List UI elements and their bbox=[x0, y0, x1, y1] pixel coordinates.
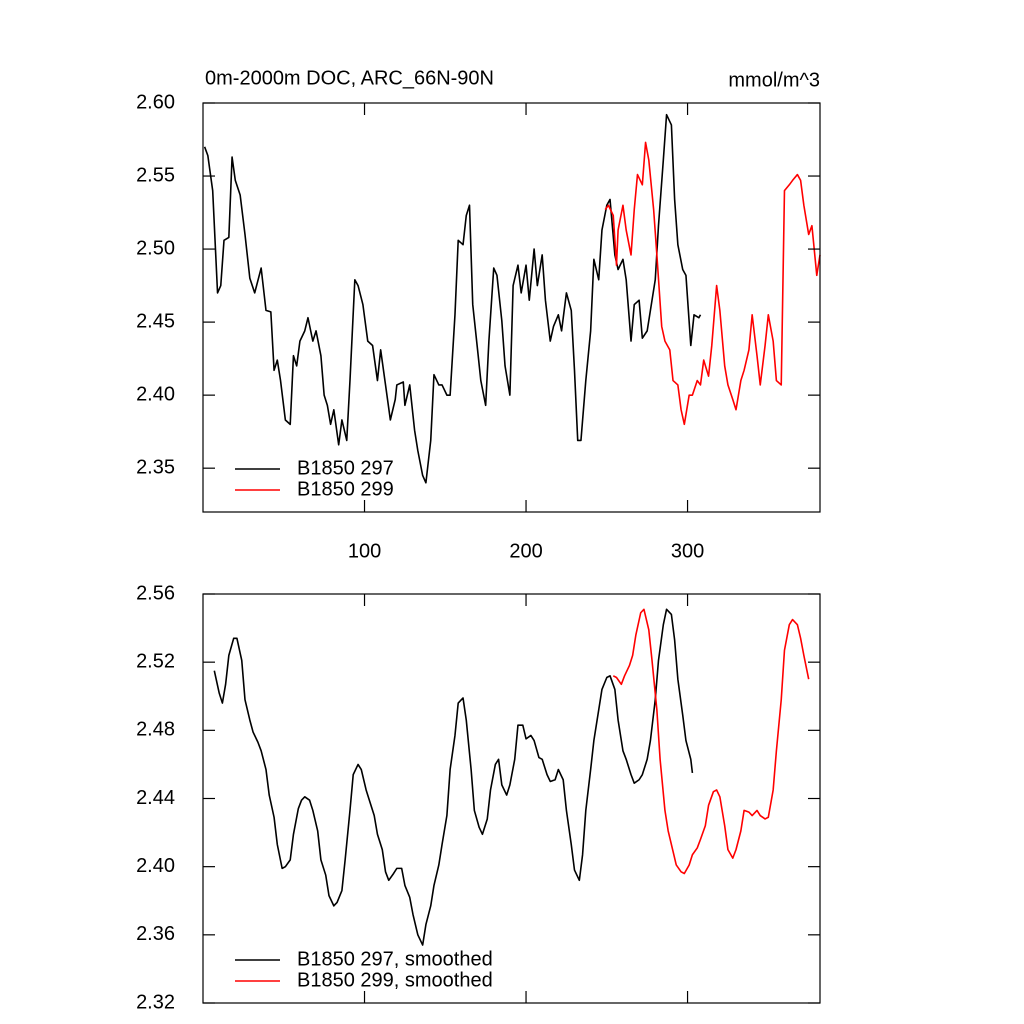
legend-label: B1850 299, smoothed bbox=[297, 969, 493, 991]
y-tick-label: 2.56 bbox=[136, 582, 175, 604]
data-line bbox=[213, 608, 694, 946]
data-line bbox=[604, 141, 821, 426]
chart-title: 0m-2000m DOC, ARC_66N-90N bbox=[205, 67, 494, 89]
y-tick-label: 2.50 bbox=[136, 237, 175, 259]
y-tick-label: 2.36 bbox=[136, 923, 175, 945]
y-tick-label: 2.45 bbox=[136, 310, 175, 332]
plot-frame bbox=[202, 102, 821, 513]
data-line bbox=[203, 113, 702, 484]
x-tick-label: 200 bbox=[509, 540, 542, 562]
x-tick-label: 300 bbox=[671, 540, 704, 562]
y-tick-label: 2.35 bbox=[136, 456, 175, 478]
legend-label: B1850 297, smoothed bbox=[297, 948, 493, 970]
y-tick-label: 2.48 bbox=[136, 719, 175, 741]
y-tick-label: 2.52 bbox=[136, 650, 175, 672]
legend-label: B1850 299 bbox=[297, 478, 394, 500]
y-tick-label: 2.32 bbox=[136, 991, 175, 1013]
legend-label: B1850 297 bbox=[297, 457, 394, 479]
x-tick-label: 100 bbox=[348, 540, 381, 562]
y-tick-label: 2.44 bbox=[136, 787, 175, 809]
y-tick-label: 2.40 bbox=[136, 855, 175, 877]
y-tick-label: 2.60 bbox=[136, 91, 175, 113]
y-tick-label: 2.55 bbox=[136, 164, 175, 186]
data-line bbox=[612, 608, 810, 875]
units-label: mmol/m^3 bbox=[728, 69, 820, 91]
y-tick-label: 2.40 bbox=[136, 383, 175, 405]
plot-frame bbox=[202, 593, 821, 1004]
